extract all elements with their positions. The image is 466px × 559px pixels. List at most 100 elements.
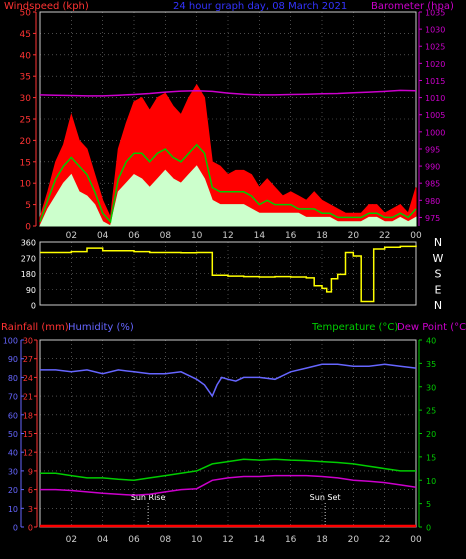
- baro-tick-label: 990: [425, 163, 440, 172]
- direction-tick-label: 270: [21, 254, 36, 263]
- temp-hour-label: 22: [379, 535, 390, 545]
- direction-tick-label: 0: [31, 302, 36, 311]
- baro-tick-label: 985: [425, 180, 440, 189]
- temp-hour-label: 20: [348, 535, 360, 545]
- temp-grid: [40, 340, 416, 527]
- rainfall-tick-label: 27: [23, 355, 33, 364]
- temperature-tick-label: 10: [426, 477, 436, 486]
- direction-tick-label: 360: [21, 239, 36, 248]
- wind-tick-label: 20: [20, 137, 32, 147]
- baro-tick-label: 1025: [425, 43, 445, 52]
- wind-hour-label: 22: [379, 231, 390, 241]
- baro-tick-label: 980: [425, 197, 440, 206]
- temp-hour-label: 16: [285, 535, 297, 545]
- temperature-tick-label: 40: [426, 337, 436, 346]
- direction-tick-label: 180: [21, 270, 36, 279]
- temp-hour-label: 10: [191, 535, 203, 545]
- wind-tick-label: 15: [20, 158, 31, 168]
- chart-title: 24 hour graph day, 08 March 2021: [173, 1, 347, 12]
- temp-hour-label: 14: [254, 535, 266, 545]
- rainfall-tick-label: 3: [28, 505, 33, 514]
- direction-y-axis: 360 270 180 90 0: [21, 239, 36, 311]
- temp-x-axis: 02 04 06 08 10 12 14 16 18 20 22 00: [66, 535, 422, 545]
- humidity-tick-label: 10: [8, 505, 18, 514]
- rainfall-tick-label: 24: [23, 374, 33, 383]
- wind-tick-label: 30: [20, 94, 32, 104]
- baro-tick-label: 975: [425, 214, 440, 223]
- temp-hour-label: 02: [66, 535, 77, 545]
- temperature-tick-label: 35: [426, 360, 436, 369]
- temperature-y-axis: 40 35 30 25 20 15 10 5 0: [418, 337, 436, 533]
- humidity-tick-label: 0: [13, 524, 18, 533]
- temperature-humidity-panel: Rainfall (mm) Humidity (%) Temperature (…: [1, 322, 466, 545]
- temperature-tick-label: 15: [426, 453, 436, 462]
- wind-hour-label: 06: [128, 231, 140, 241]
- dewpoint-line: [40, 474, 417, 496]
- humidity-tick-label: 90: [8, 355, 18, 364]
- windspeed-axis-title: Windspeed (kph): [4, 1, 89, 12]
- rainfall-axis-title: Rainfall (mm): [1, 322, 69, 333]
- baro-tick-label: 995: [425, 145, 440, 154]
- baro-tick-label: 1015: [425, 77, 445, 86]
- direction-tick-label: 90: [26, 286, 36, 295]
- humidity-tick-label: 40: [8, 449, 18, 458]
- wind-hour-label: 14: [254, 231, 266, 241]
- baro-tick-label: 1005: [425, 111, 445, 120]
- barometer-y-axis: 1035 1030 1025 1020 1015 1010 1005 1000 995 990 98…: [418, 9, 445, 226]
- compass-letter: N: [434, 299, 442, 312]
- baro-tick-label: 1010: [425, 94, 445, 103]
- temp-hour-label: 08: [160, 535, 172, 545]
- barometer-line: [39, 89, 417, 97]
- wind-series: [39, 83, 417, 227]
- wind-tick-label: 0: [25, 223, 31, 233]
- wind-hour-label: 04: [97, 231, 109, 241]
- wind-tick-label: 35: [20, 73, 31, 83]
- temperature-line: [40, 458, 416, 482]
- temp-hour-label: 06: [128, 535, 140, 545]
- compass-letter: S: [435, 268, 442, 281]
- temp-hour-label: 18: [316, 535, 328, 545]
- barometer-axis-title: Barometer (hpa): [371, 1, 454, 12]
- rainfall-tick-label: 12: [23, 449, 33, 458]
- compass-letter: N: [434, 236, 442, 249]
- sun-annotations: Sun Rise Sun Set: [131, 493, 341, 527]
- wind-hour-label: 18: [316, 231, 328, 241]
- humidity-line: [40, 363, 417, 398]
- humidity-tick-label: 100: [3, 337, 18, 346]
- temperature-tick-label: 20: [426, 430, 436, 439]
- wind-hour-label: 00: [410, 231, 422, 241]
- rainfall-tick-label: 21: [23, 393, 33, 402]
- temp-hour-label: 04: [97, 535, 109, 545]
- temperature-tick-label: 0: [426, 524, 431, 533]
- wind-direction-line: [40, 245, 417, 303]
- rainfall-tick-label: 18: [23, 411, 33, 420]
- rainfall-tick-label: 0: [28, 524, 33, 533]
- temperature-tick-label: 30: [426, 383, 436, 392]
- humidity-tick-label: 70: [8, 393, 18, 402]
- wind-tick-label: 40: [20, 51, 32, 61]
- rainfall-tick-label: 30: [23, 337, 33, 346]
- temperature-axis-title: Temperature (°C): [311, 322, 398, 333]
- dewpoint-axis-title: Dew Point (°C): [397, 322, 466, 333]
- wind-barometer-panel: Windspeed (kph) 24 hour graph day, 08 Ma…: [4, 1, 454, 241]
- humidity-tick-label: 80: [8, 374, 18, 383]
- sun-marker-label: Sun Rise: [131, 493, 166, 502]
- baro-tick-label: 1000: [425, 128, 445, 137]
- wind-tick-label: 25: [20, 116, 31, 126]
- rainfall-tick-label: 15: [23, 430, 33, 439]
- humidity-tick-label: 60: [8, 411, 18, 420]
- rainfall-tick-label: 9: [28, 467, 33, 476]
- wind-hour-label: 16: [285, 231, 297, 241]
- temperature-tick-label: 5: [426, 500, 431, 509]
- wind-hour-label: 20: [348, 231, 360, 241]
- humidity-tick-label: 50: [8, 430, 18, 439]
- wind-tick-label: 50: [20, 9, 32, 19]
- compass-letter: E: [435, 283, 442, 296]
